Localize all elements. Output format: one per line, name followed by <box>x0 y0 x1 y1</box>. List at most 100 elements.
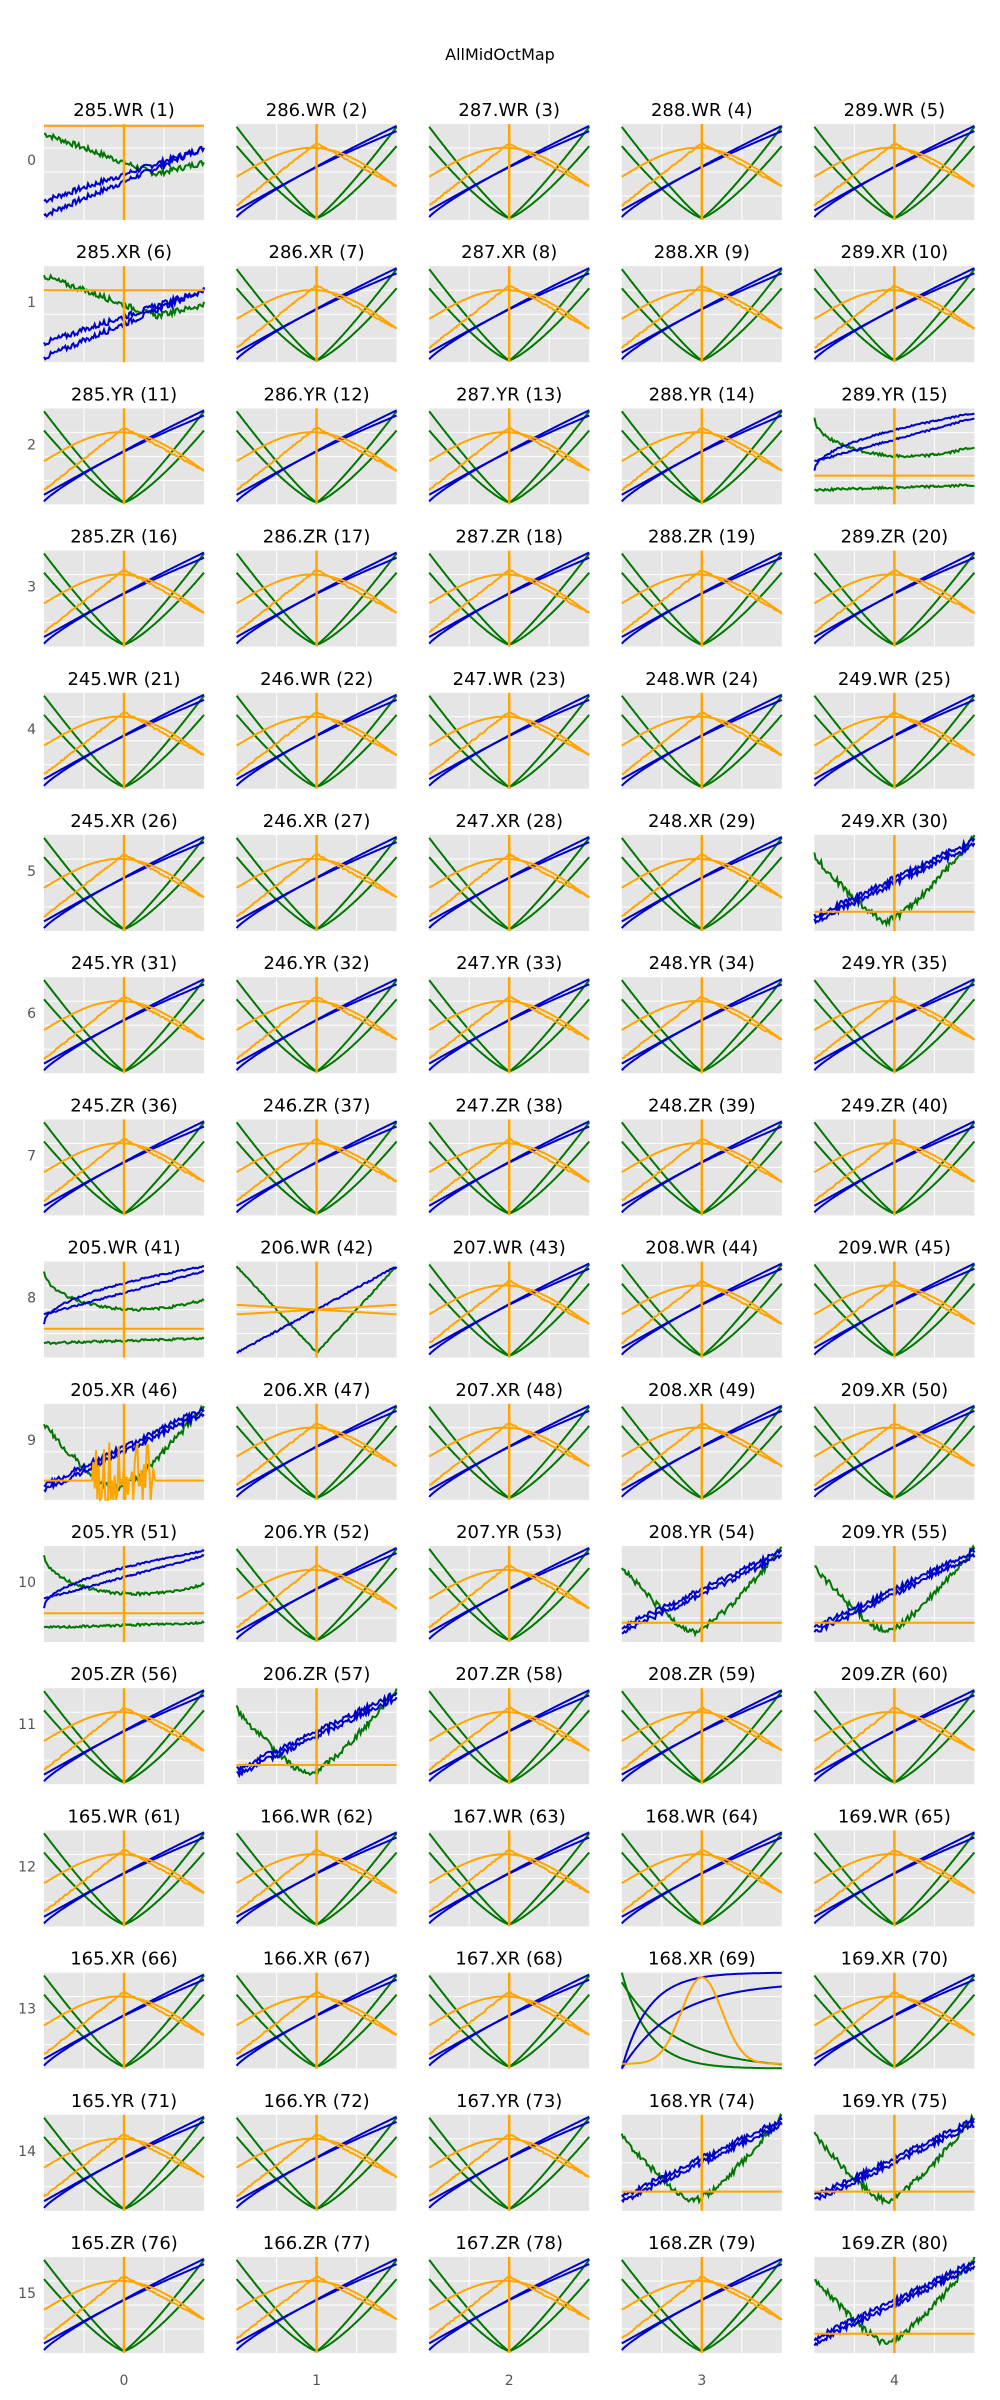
subplot: 207.ZR (58) <box>428 1664 590 1785</box>
subplot: 247.XR (28) <box>428 811 590 931</box>
subplot-title: 285.YR (11) <box>71 384 177 405</box>
subplot-title: 289.WR (5) <box>844 100 946 121</box>
subplot-title: 208.ZR (59) <box>648 1664 756 1685</box>
subplot: 206.YR (52) <box>235 1522 398 1642</box>
subplot: 246.YR (32) <box>235 953 398 1074</box>
blue-series-line <box>620 1985 782 2070</box>
subplot-title: 205.WR (41) <box>67 1238 180 1259</box>
subplot: 246.WR (22) <box>235 669 398 789</box>
subplot: 205.WR (41) <box>43 1238 205 1358</box>
subplot: 165.XR (66) <box>43 1949 205 2069</box>
subplot-title: 206.XR (47) <box>263 1380 371 1401</box>
subplot: 208.YR (54) <box>620 1522 783 1642</box>
subplot-title: 165.ZR (76) <box>70 2233 178 2254</box>
column-tick-labels: 0 1 2 3 4 <box>120 2373 899 2389</box>
subplot-title: 247.ZR (38) <box>455 1095 563 1116</box>
subplot: 169.ZR (80) <box>813 2233 976 2353</box>
y-tick-label: 3 <box>27 580 36 596</box>
y-tick-label: 0 <box>27 153 36 169</box>
subplot: 245.YR (31) <box>43 953 205 1074</box>
subplot-title: 169.XR (70) <box>841 1949 949 1970</box>
subplot-title: 167.YR (73) <box>456 2091 562 2112</box>
subplot: 248.XR (29) <box>621 811 783 931</box>
subplot: 209.ZR (60) <box>813 1664 976 1785</box>
subplot: 167.YR (73) <box>428 2091 590 2211</box>
subplot-title: 249.ZR (40) <box>841 1095 949 1116</box>
subplot: 166.WR (62) <box>235 1806 398 1927</box>
subplot: 169.YR (75) <box>813 2091 976 2211</box>
subplot: 288.WR (4) <box>621 100 783 220</box>
y-tick-label: 9 <box>27 1433 36 1449</box>
subplot-title: 169.ZR (80) <box>841 2233 949 2254</box>
x-tick-label: 0 <box>120 2373 129 2389</box>
subplot: 286.XR (7) <box>235 242 398 363</box>
subplot: 286.YR (12) <box>235 384 398 505</box>
subplot: 245.XR (26) <box>43 811 205 931</box>
y-tick-label: 7 <box>27 1148 36 1164</box>
subplot: 167.WR (63) <box>428 1806 590 1927</box>
subplot-title: 205.YR (51) <box>71 1522 177 1543</box>
subplot-title: 248.YR (34) <box>649 953 755 974</box>
subplot: 249.YR (35) <box>813 953 976 1074</box>
subplot-title: 167.WR (63) <box>453 1806 566 1827</box>
subplot-title: 248.WR (24) <box>645 669 758 690</box>
subplot: 169.XR (70) <box>813 1949 976 2069</box>
subplot-title: 286.XR (7) <box>269 242 365 263</box>
subplot-title: 206.YR (52) <box>263 1522 369 1543</box>
subplot: 288.ZR (19) <box>621 527 783 647</box>
subplot-title: 166.ZR (77) <box>263 2233 371 2254</box>
subplot: 289.XR (10) <box>813 242 976 363</box>
subplot: 208.WR (44) <box>621 1238 783 1358</box>
subplot-title: 165.YR (71) <box>71 2091 177 2112</box>
subplot-title: 289.ZR (20) <box>841 527 949 548</box>
subplot: 165.WR (61) <box>43 1806 205 1927</box>
subplot-title: 167.XR (68) <box>455 1949 563 1970</box>
subplot: 247.YR (33) <box>428 953 590 1074</box>
subplot: 168.YR (74) <box>620 2091 783 2211</box>
subplot: 165.ZR (76) <box>43 2233 205 2353</box>
subplot: 287.WR (3) <box>428 100 590 220</box>
subplot-title: 207.XR (48) <box>455 1380 563 1401</box>
subplot-title: 246.YR (32) <box>263 953 369 974</box>
subplot: 166.ZR (77) <box>235 2233 398 2353</box>
subplot: 246.XR (27) <box>235 811 398 931</box>
subplot-title: 249.WR (25) <box>838 669 951 690</box>
subplot: 289.YR (15) <box>813 384 975 505</box>
subplot: 207.YR (53) <box>428 1522 590 1642</box>
subplot-title: 246.WR (22) <box>260 669 373 690</box>
y-tick-label: 1 <box>27 295 36 311</box>
subplot-title: 209.YR (55) <box>841 1522 947 1543</box>
subplot-title: 247.WR (23) <box>453 669 566 690</box>
x-tick-label: 4 <box>890 2373 899 2389</box>
subplot-title: 288.XR (9) <box>654 242 750 263</box>
subplot-title: 245.XR (26) <box>70 811 178 832</box>
subplot: 248.WR (24) <box>621 669 783 789</box>
subplot: 285.XR (6) <box>43 242 205 363</box>
subplot-title: 288.WR (4) <box>651 100 753 121</box>
subplot-title: 287.WR (3) <box>458 100 560 121</box>
subplot: 165.YR (71) <box>43 2091 205 2211</box>
subplot-title: 208.YR (54) <box>649 1522 755 1543</box>
subplot-title: 249.XR (30) <box>841 811 949 832</box>
y-tick-label: 10 <box>18 1575 36 1591</box>
subplot-title: 165.WR (61) <box>67 1806 180 1827</box>
subplot-title: 208.XR (49) <box>648 1380 756 1401</box>
subplot: 287.YR (13) <box>428 384 590 505</box>
subplot-title: 207.ZR (58) <box>455 1664 563 1685</box>
subplot: 206.WR (42) <box>235 1238 398 1358</box>
subplot: 168.WR (64) <box>621 1806 783 1927</box>
subplot-title: 209.ZR (60) <box>841 1664 949 1685</box>
subplot: 287.XR (8) <box>428 242 590 363</box>
subplot: 205.ZR (56) <box>43 1664 205 1785</box>
subplot: 246.ZR (37) <box>235 1095 398 1216</box>
subplot: 207.WR (43) <box>428 1238 590 1358</box>
subplot: 285.ZR (16) <box>43 527 205 647</box>
subplot: 249.WR (25) <box>813 669 976 789</box>
subplot-title: 248.ZR (39) <box>648 1095 756 1116</box>
subplot-title: 205.XR (46) <box>70 1380 178 1401</box>
subplot-title: 285.XR (6) <box>76 242 172 263</box>
subplot: 288.XR (9) <box>621 242 783 363</box>
figure-title: AllMidOctMap <box>445 45 555 64</box>
subplot-title: 246.XR (27) <box>263 811 371 832</box>
